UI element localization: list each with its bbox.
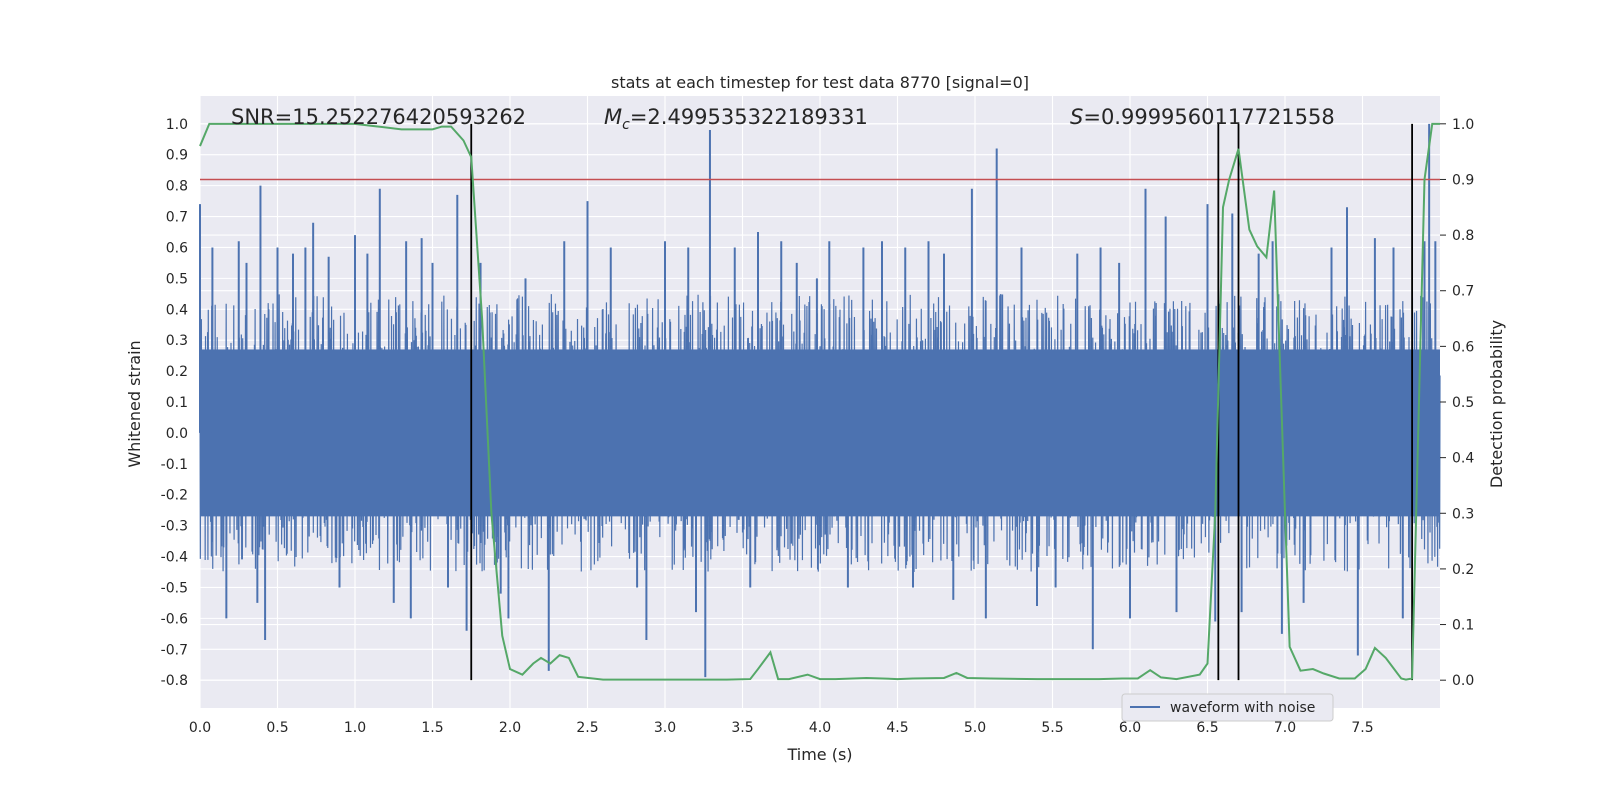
y-tick-label: -0.4 [161, 550, 188, 566]
waveform-dense-band [200, 349, 1440, 517]
x-tick-label: 5.5 [1041, 720, 1063, 736]
x-tick-label: 7.5 [1351, 720, 1373, 736]
chirp-mass-symbol: M [604, 105, 622, 129]
x-tick-label: 2.5 [576, 720, 598, 736]
y-right-tick-label: 0.6 [1452, 339, 1474, 355]
legend-box [1121, 693, 1334, 722]
y-tick-label: 0.8 [166, 179, 188, 195]
spin-annotation: S=0.9999560117721558 [1070, 105, 1335, 129]
y-axis-right-label: Detection probability [1487, 320, 1506, 488]
y-tick-label: 0.2 [166, 364, 188, 380]
x-tick-label: 3.5 [731, 720, 753, 736]
y-tick-label: -0.5 [161, 580, 188, 596]
y-tick-label: 0.3 [166, 333, 188, 349]
chart-title: stats at each timestep for test data 877… [611, 73, 1029, 92]
y-tick-label: -0.8 [161, 673, 188, 689]
y-right-tick-label: 0.3 [1452, 506, 1474, 522]
y-right-tick-label: 0.9 [1452, 172, 1474, 188]
y-right-tick-label: 0.8 [1452, 228, 1474, 244]
y-tick-label: -0.3 [161, 519, 188, 535]
y-right-tick-label: 1.0 [1452, 117, 1474, 133]
x-tick-label: 1.5 [421, 720, 443, 736]
y-tick-label: 0.1 [166, 395, 188, 411]
x-tick-label: 7.0 [1274, 720, 1296, 736]
y-tick-label: 0.7 [166, 210, 188, 226]
y-right-tick-label: 0.0 [1452, 673, 1474, 689]
spin-symbol: S [1070, 105, 1083, 129]
y-right-tick-label: 0.4 [1452, 451, 1474, 467]
marker-layer [200, 123, 1440, 681]
y-tick-label: -0.2 [161, 488, 188, 504]
x-axis-label: Time (s) [786, 745, 852, 764]
x-tick-label: 0.5 [266, 720, 288, 736]
x-tick-label: 1.0 [344, 720, 366, 736]
y-tick-labels: 1.0 0.9 0.8 0.7 0.6 0.5 0.4 0.3 0.2 0.1 0.0 -0.1 -0.… [161, 117, 188, 689]
x-tick-labels: 0.0 0.5 1.0 1.5 2.0 2.5 3.0 3.5 4.0 4.5 5.0 5.5 6.0 6… [189, 720, 1374, 736]
waveform-layer [199, 123, 1441, 678]
y-right-tick-labels: 1.0 0.9 0.8 0.7 0.6 0.5 0.4 0.3 0.2 0.1 0.0 [1440, 117, 1474, 689]
y-right-tick-label: 0.2 [1452, 562, 1474, 578]
probability-layer [199, 122, 1440, 681]
detection-probability-line [199, 122, 1440, 681]
x-tick-label: 6.0 [1119, 720, 1141, 736]
y-tick-label: 0.4 [166, 302, 188, 318]
x-tick-label: 0.0 [189, 720, 211, 736]
y-right-tick-label: 0.7 [1452, 284, 1474, 300]
snr-annotation: SNR=15.252276420593262 [231, 105, 526, 129]
y-axis-label: Whitened strain [125, 340, 144, 467]
y-tick-label: -0.6 [161, 611, 188, 627]
x-tick-label: 5.0 [964, 720, 986, 736]
y-tick-label: -0.7 [161, 642, 188, 658]
x-tick-label: 4.0 [809, 720, 831, 736]
y-tick-label: 0.0 [166, 426, 188, 442]
legend-label-waveform: waveform with noise [1170, 700, 1315, 716]
y-tick-label: 1.0 [166, 117, 188, 133]
y-tick-label: 0.5 [166, 271, 188, 287]
y-tick-label: -0.1 [161, 457, 188, 473]
x-tick-label: 2.0 [499, 720, 521, 736]
chirp-mass-value: =2.499535322189331 [630, 105, 868, 129]
y-right-tick-label: 0.5 [1452, 395, 1474, 411]
y-right-tick-label: 0.1 [1452, 618, 1474, 634]
spin-value: =0.9999560117721558 [1083, 105, 1334, 129]
chirp-mass-annotation: Mc=2.499535322189331 [604, 105, 868, 133]
chirp-mass-subscript: c [622, 117, 630, 133]
x-tick-label: 3.0 [654, 720, 676, 736]
y-tick-label: 0.6 [166, 240, 188, 256]
x-tick-label: 4.5 [886, 720, 908, 736]
y-tick-label: 0.9 [166, 148, 188, 164]
legend: waveform with noise [1121, 693, 1334, 722]
x-tick-label: 6.5 [1196, 720, 1218, 736]
